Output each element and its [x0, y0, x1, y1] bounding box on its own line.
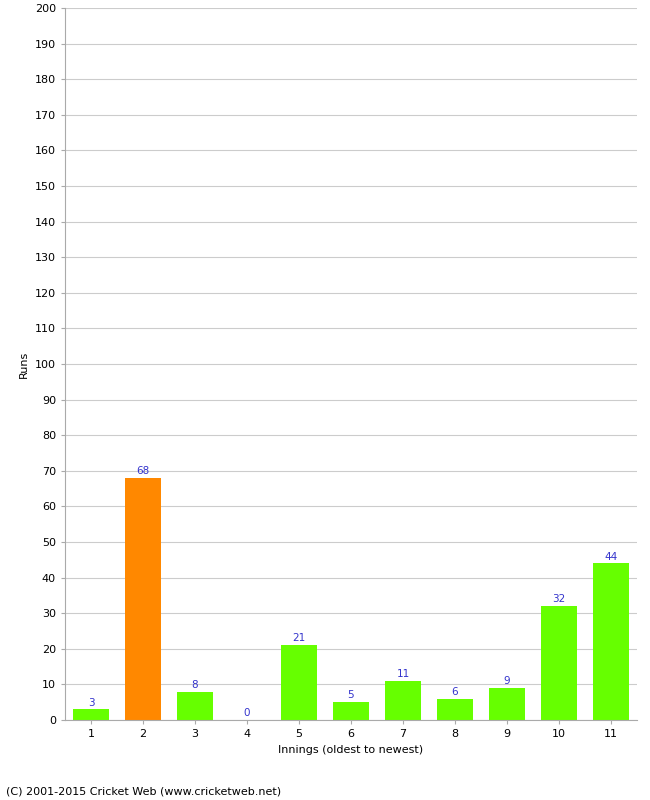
Bar	[593, 563, 629, 720]
Text: (C) 2001-2015 Cricket Web (www.cricketweb.net): (C) 2001-2015 Cricket Web (www.cricketwe…	[6, 786, 281, 796]
Text: 9: 9	[504, 676, 510, 686]
Bar	[73, 710, 109, 720]
Bar	[385, 681, 421, 720]
Bar	[281, 646, 317, 720]
Text: 5: 5	[348, 690, 354, 701]
Text: 32: 32	[552, 594, 566, 604]
X-axis label: Innings (oldest to newest): Innings (oldest to newest)	[278, 745, 424, 754]
Text: 21: 21	[292, 634, 306, 643]
Text: 11: 11	[396, 669, 410, 679]
Text: 3: 3	[88, 698, 94, 707]
Bar	[333, 702, 369, 720]
Bar	[437, 698, 473, 720]
Bar	[177, 691, 213, 720]
Text: 8: 8	[192, 680, 198, 690]
Y-axis label: Runs: Runs	[20, 350, 29, 378]
Text: 44: 44	[604, 551, 617, 562]
Text: 68: 68	[136, 466, 150, 476]
Bar	[489, 688, 525, 720]
Bar	[125, 478, 161, 720]
Bar	[541, 606, 577, 720]
Text: 6: 6	[452, 687, 458, 697]
Text: 0: 0	[244, 708, 250, 718]
